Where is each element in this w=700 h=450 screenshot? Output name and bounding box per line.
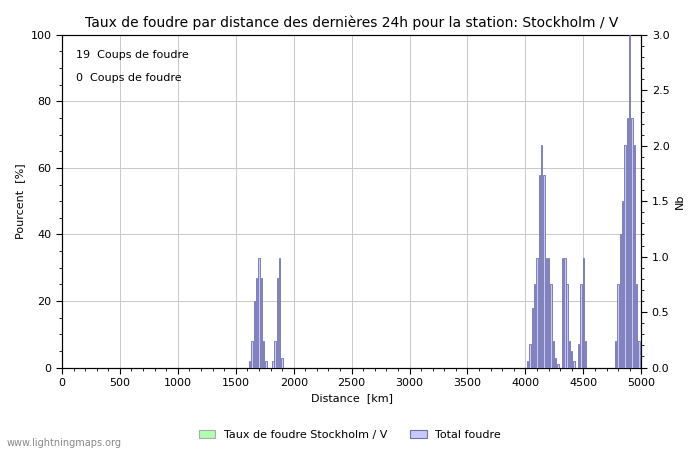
Bar	[253, 301, 255, 368]
Bar	[566, 284, 568, 368]
Bar	[534, 284, 536, 368]
Bar	[634, 144, 635, 368]
Bar	[538, 175, 540, 368]
Bar	[550, 284, 552, 368]
Bar	[624, 144, 626, 368]
Bar	[536, 258, 538, 368]
Bar	[532, 308, 533, 368]
Bar	[564, 258, 566, 368]
Bar	[622, 201, 624, 368]
Bar	[638, 341, 640, 368]
Bar	[548, 258, 550, 368]
Bar	[527, 361, 528, 368]
Bar	[578, 344, 580, 368]
Bar	[573, 361, 575, 368]
Bar	[626, 118, 628, 368]
Bar	[552, 341, 554, 368]
Title: Taux de foudre par distance des dernières 24h pour la station: Stockholm / V: Taux de foudre par distance des dernière…	[85, 15, 618, 30]
Text: 0  Coups de foudre: 0 Coups de foudre	[76, 73, 182, 83]
Bar	[615, 341, 617, 368]
Bar	[541, 144, 542, 368]
Bar	[281, 358, 283, 368]
Bar	[620, 234, 621, 368]
Bar	[529, 344, 531, 368]
Text: 19  Coups de foudre: 19 Coups de foudre	[76, 50, 189, 60]
Bar	[251, 341, 253, 368]
Bar	[557, 364, 559, 368]
Y-axis label: Nb: Nb	[675, 194, 685, 209]
Bar	[256, 278, 258, 368]
Bar	[571, 351, 573, 368]
Bar	[272, 361, 274, 368]
Bar	[258, 258, 260, 368]
Bar	[636, 284, 637, 368]
Bar	[279, 258, 281, 368]
Bar	[263, 341, 265, 368]
Bar	[631, 118, 633, 368]
Bar	[260, 278, 262, 368]
Y-axis label: Pourcent  [%]: Pourcent [%]	[15, 163, 25, 239]
Bar	[555, 358, 556, 368]
Bar	[582, 258, 584, 368]
Legend: Taux de foudre Stockholm / V, Total foudre: Taux de foudre Stockholm / V, Total foud…	[195, 425, 505, 445]
Bar	[617, 284, 619, 368]
Text: www.lightningmaps.org: www.lightningmaps.org	[7, 438, 122, 448]
Bar	[249, 361, 251, 368]
Bar	[545, 258, 547, 368]
Bar	[276, 278, 278, 368]
Bar	[568, 341, 570, 368]
Bar	[265, 361, 267, 368]
Bar	[562, 258, 564, 368]
Bar	[585, 341, 587, 368]
Bar	[543, 175, 545, 368]
X-axis label: Distance  [km]: Distance [km]	[311, 393, 393, 404]
Bar	[629, 35, 631, 368]
Bar	[580, 284, 582, 368]
Bar	[274, 341, 276, 368]
